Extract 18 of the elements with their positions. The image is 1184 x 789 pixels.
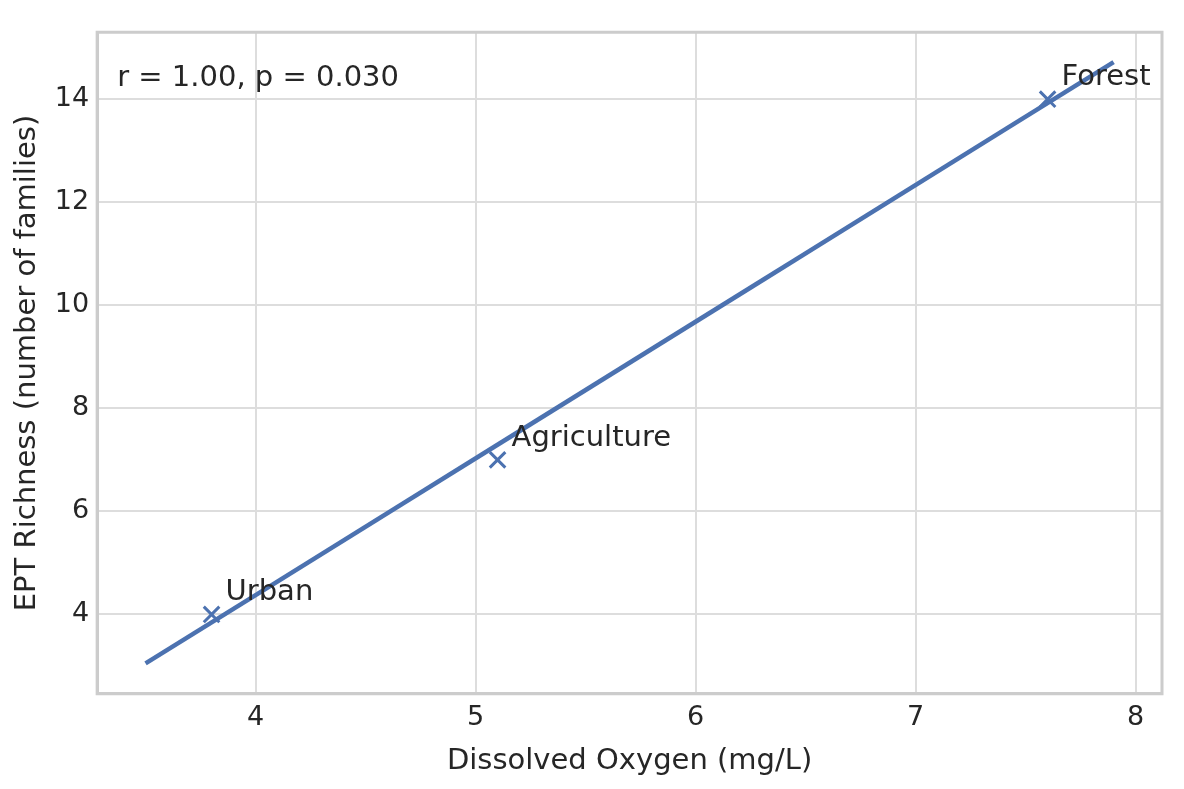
annotation: r = 1.00, p = 0.030 [117, 59, 399, 94]
x-axis-title: Dissolved Oxygen (mg/L) [446, 742, 813, 777]
y-tick-label: 8 [71, 390, 90, 422]
x-tick-label: 5 [466, 700, 485, 732]
y-tick-label: 6 [71, 493, 90, 525]
annotation: Agriculture [511, 418, 672, 453]
point [1038, 89, 1057, 109]
y-tick-label: 14 [54, 81, 90, 113]
y-axis-title: EPT Richness (number of families) [7, 114, 42, 612]
x-tick-label: 8 [1127, 700, 1145, 732]
point [488, 450, 507, 470]
y-tick-label: 10 [54, 287, 90, 319]
y-tick-label: 4 [71, 596, 90, 628]
x-tick-label: 4 [246, 700, 265, 732]
y-tick-label: 12 [54, 184, 90, 216]
x-tick-label: 7 [907, 700, 925, 732]
x-tick-label: 6 [686, 700, 705, 732]
point [202, 605, 221, 624]
